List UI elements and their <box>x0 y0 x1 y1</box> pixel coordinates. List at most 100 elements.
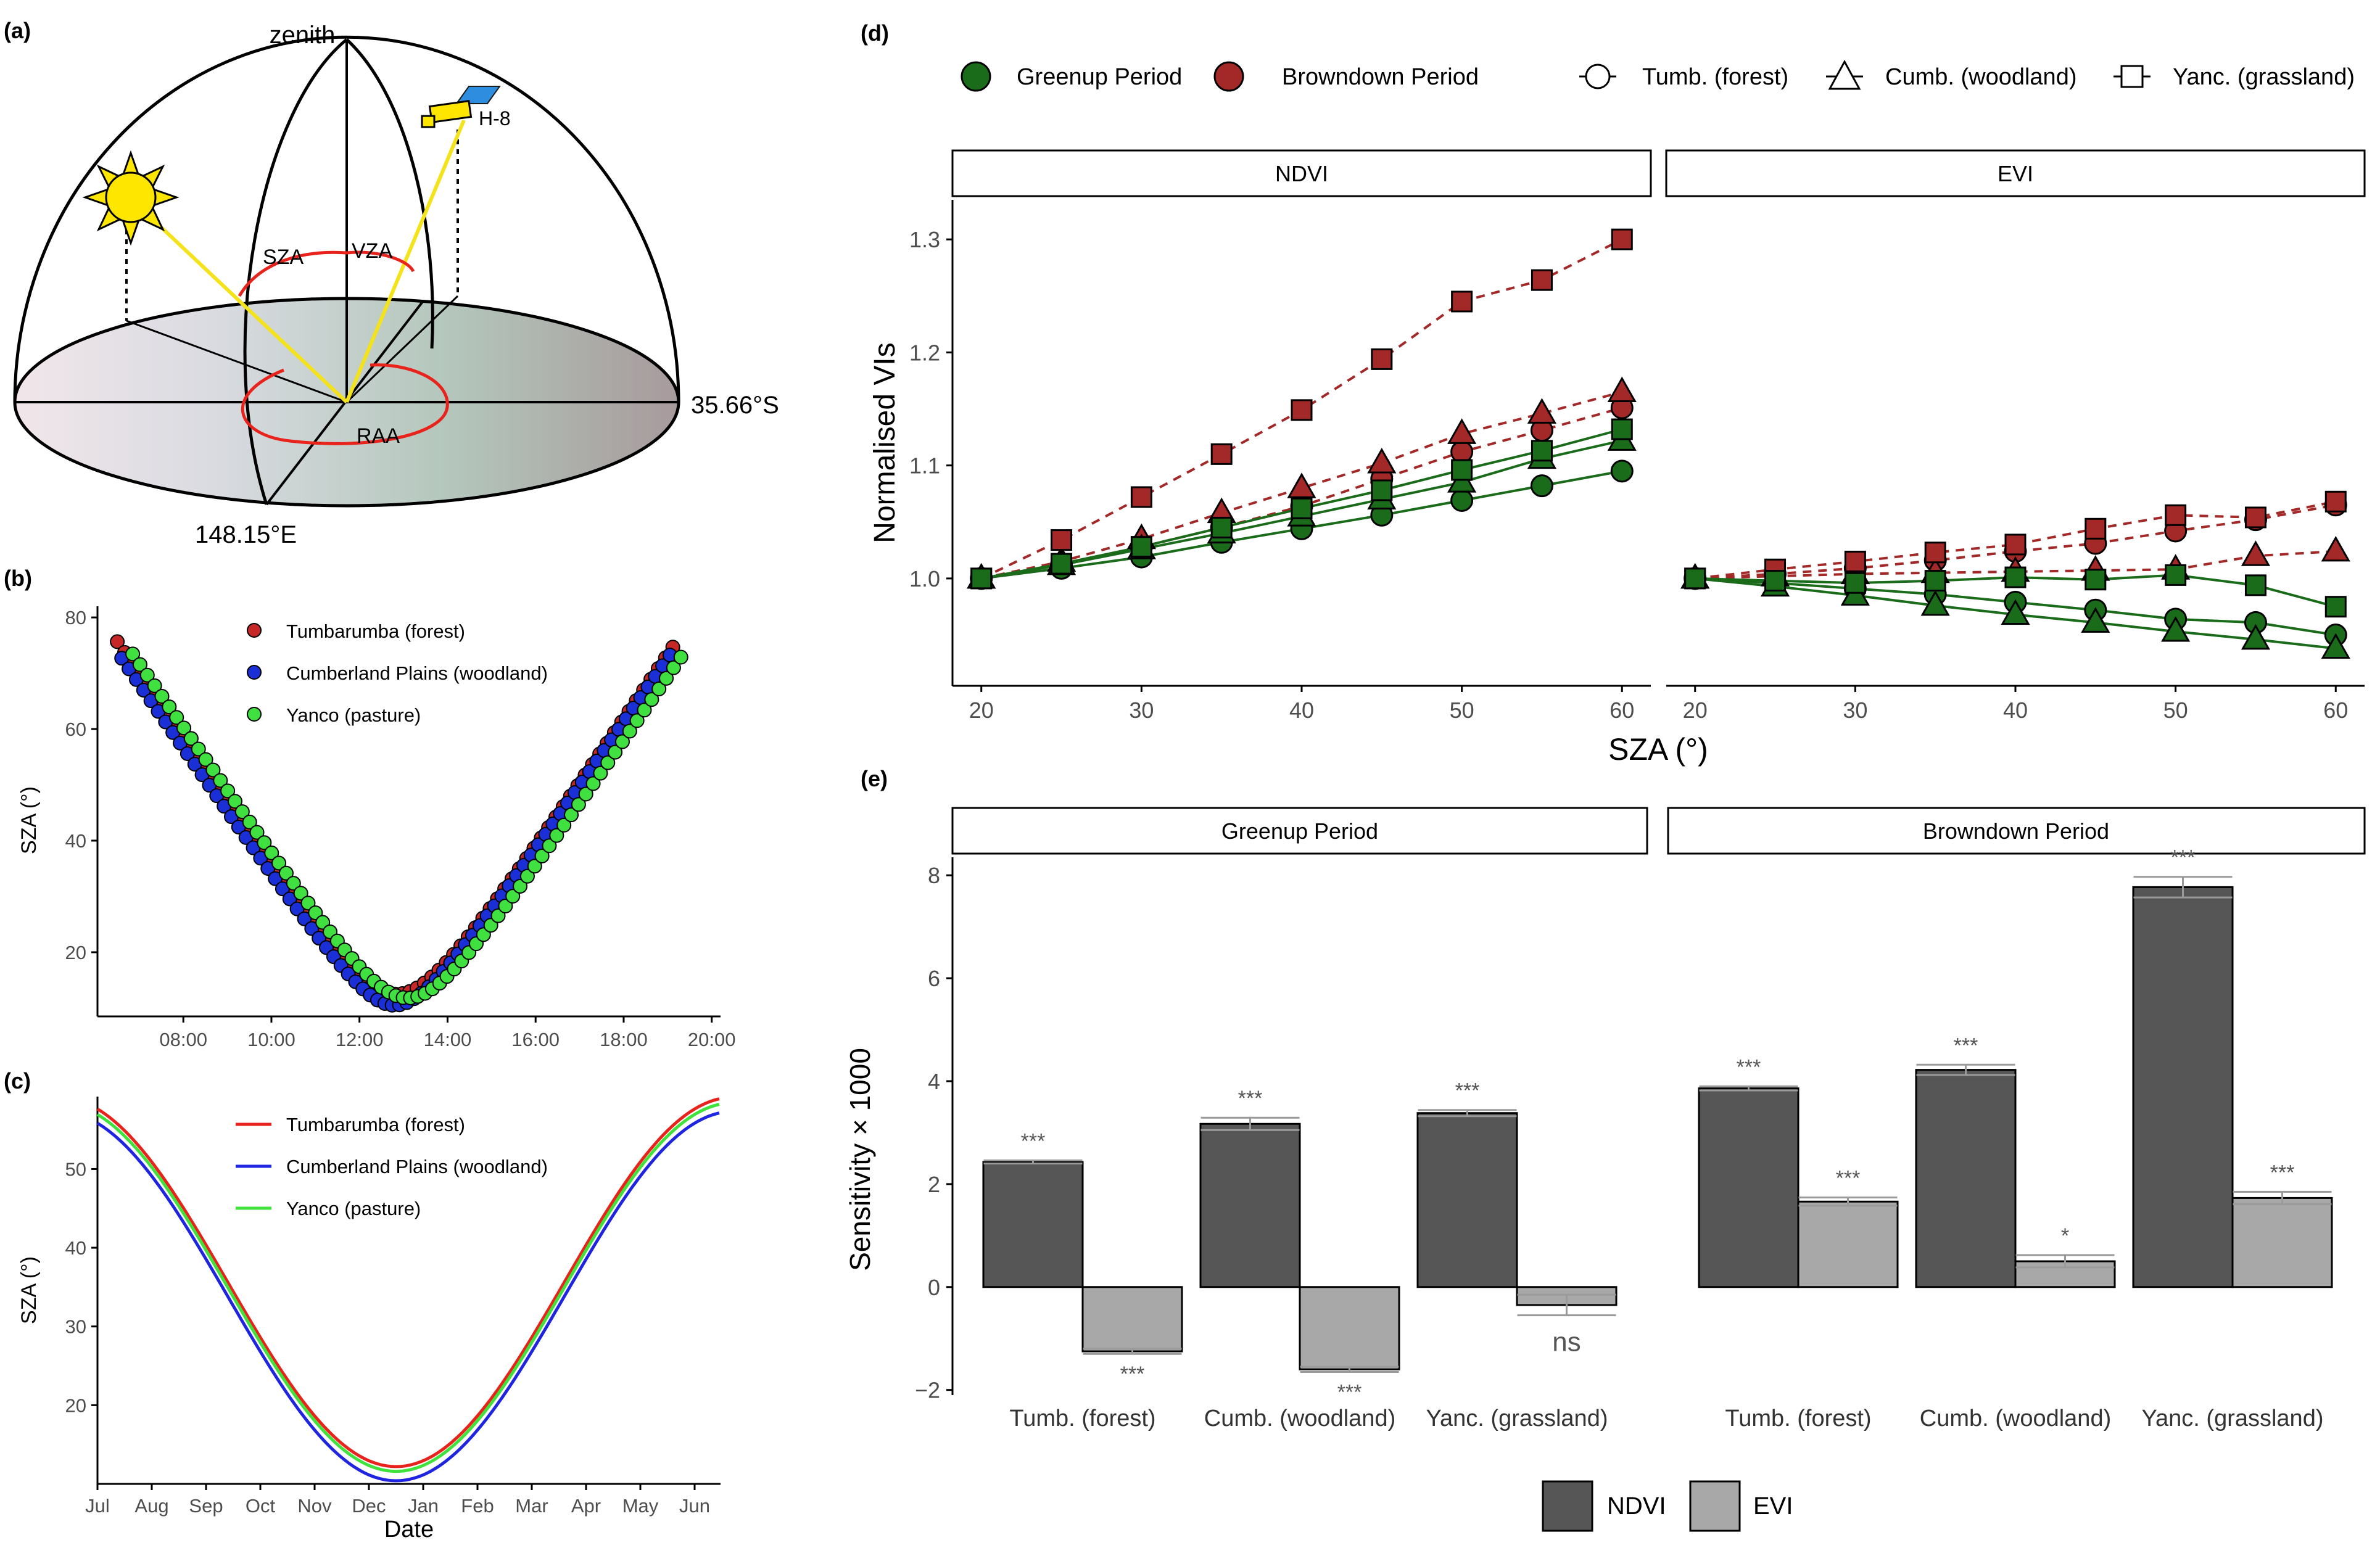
e-y-tick-label: 2 <box>928 1172 940 1197</box>
b-point <box>593 765 608 781</box>
e-significance-label: *** <box>1954 1034 1978 1057</box>
b-point <box>183 731 199 746</box>
d-legend-label-browndown: Browndown Period <box>1282 64 1479 90</box>
b-point <box>132 657 147 672</box>
d-marker-square <box>1051 553 1073 575</box>
d-marker-triangle <box>2081 607 2110 633</box>
d-marker-square <box>2324 490 2347 513</box>
panel-b: (b) SZA (°) 20 40 60 80 08:00 10:00 12:00 14:0… <box>4 566 736 1050</box>
b-points <box>110 634 688 1013</box>
b-y-tick-label: 40 <box>65 830 86 852</box>
e-significance-label: *** <box>1238 1087 1263 1110</box>
d-legend-label-tumb: Tumb. (forest) <box>1642 64 1788 90</box>
sza-label: SZA <box>263 245 304 269</box>
e-significance-label: *** <box>1021 1129 1046 1153</box>
d-legend-label-yanc: Yanc. (grassland) <box>2173 64 2355 90</box>
b-legend: Tumbarumba (forest) Cumberland Plains (w… <box>247 620 548 726</box>
b-legend-label-cumberland: Cumberland Plains (woodland) <box>286 662 548 684</box>
b-legend-label-yanco: Yanco (pasture) <box>286 704 421 726</box>
b-point <box>519 868 535 884</box>
c-x-tick-label: Apr <box>571 1495 601 1517</box>
b-point <box>242 814 257 830</box>
c-y-ticks: 20 30 40 50 <box>65 1158 97 1416</box>
b-point <box>673 649 688 665</box>
d-legend-key-circle <box>1585 64 1611 89</box>
b-point <box>622 723 637 739</box>
e-bar <box>1797 1200 1899 1288</box>
d-legend-key-greenup <box>961 61 991 92</box>
b-point <box>505 889 521 904</box>
e-strip-greenup-label: Greenup Period <box>1221 818 1378 844</box>
d-marker-square <box>1371 348 1393 370</box>
e-bar <box>2231 1196 2333 1288</box>
d-series-line <box>981 390 1622 580</box>
e-strip-browndown-label: Browndown Period <box>1923 818 2109 844</box>
b-point <box>614 734 630 749</box>
b-x-tick-label: 18:00 <box>600 1029 648 1050</box>
b-point <box>542 838 557 854</box>
panel-a-tag: (a) <box>4 18 31 43</box>
b-point <box>564 807 579 823</box>
latitude-label: 35.66°S <box>691 392 779 419</box>
satellite-label: H-8 <box>479 107 511 130</box>
b-x-tick-label: 20:00 <box>688 1029 736 1050</box>
b-y-axis-title: SZA (°) <box>17 786 41 854</box>
d-strip-ndvi <box>951 149 1652 197</box>
e-bar <box>1416 1112 1518 1288</box>
d-marker-square <box>1130 536 1152 558</box>
d-marker-triangle <box>2161 616 2191 642</box>
c-x-tick-label: Nov <box>297 1495 332 1517</box>
meridian-arc <box>243 38 348 505</box>
b-point <box>608 744 623 760</box>
d-marker-square <box>2165 504 2187 526</box>
d-marker-square <box>1684 567 1706 590</box>
b-x-tick-label: 14:00 <box>424 1029 472 1050</box>
b-y-ticks: 20 40 60 80 <box>65 607 97 963</box>
d-marker-square <box>2085 517 2107 540</box>
e-strip-greenup <box>951 807 1648 855</box>
e-x-tick-label: Cumb. (woodland) <box>1920 1406 2111 1431</box>
sza-vza-arc <box>238 250 415 297</box>
panel-c-tag: (c) <box>4 1068 31 1094</box>
b-point <box>651 682 667 697</box>
e-bar <box>1915 1069 2017 1288</box>
c-y-tick-label: 30 <box>65 1316 86 1338</box>
d-legend-key-triangle <box>1828 59 1861 90</box>
e-bar <box>1081 1286 1183 1353</box>
d-y-ticks: 1.0 1.1 1.2 1.3 <box>909 227 952 591</box>
b-point <box>490 908 506 923</box>
d-marker-circle <box>1450 488 1474 512</box>
b-point <box>585 776 601 791</box>
b-x-ticks: 08:00 10:00 12:00 14:00 16:00 18:00 20:00 <box>159 1016 736 1050</box>
e-x-tick-label: Tumb. (forest) <box>1009 1406 1155 1431</box>
sun-ground-line <box>126 319 347 403</box>
c-x-tick-label: Dec <box>352 1495 386 1517</box>
raa-label: RAA <box>357 424 400 448</box>
d-y-tick-label: 1.0 <box>909 566 940 591</box>
b-point <box>139 667 155 683</box>
c-x-tick-label: May <box>622 1495 659 1517</box>
c-lines <box>96 1097 720 1483</box>
e-y-tick-label: 4 <box>928 1069 940 1094</box>
b-point <box>147 678 162 693</box>
b-point <box>556 817 572 833</box>
d-series <box>967 228 2350 659</box>
d-x-tick-label: 30 <box>1843 698 1867 723</box>
d-x-tick-label: 20 <box>969 698 994 723</box>
e-significance-label: *** <box>1836 1167 1861 1190</box>
d-marker-square <box>1291 399 1313 421</box>
c-legend-label-tumbarumba: Tumbarumba (forest) <box>286 1114 465 1135</box>
longitude-label: 148.15°E <box>195 521 297 548</box>
b-point <box>213 773 228 788</box>
c-x-axis-title: Date <box>384 1517 434 1542</box>
raa-arc <box>241 363 449 445</box>
d-y-tick-label: 1.2 <box>909 340 940 365</box>
d-marker-square <box>1764 570 1787 592</box>
c-y-tick-label: 50 <box>65 1158 86 1180</box>
e-significance-label: *** <box>2270 1161 2295 1184</box>
e-significance-label: *** <box>1455 1079 1480 1103</box>
b-point <box>527 859 542 874</box>
b-point <box>644 692 659 707</box>
d-x-tick-label: 30 <box>1129 698 1154 723</box>
